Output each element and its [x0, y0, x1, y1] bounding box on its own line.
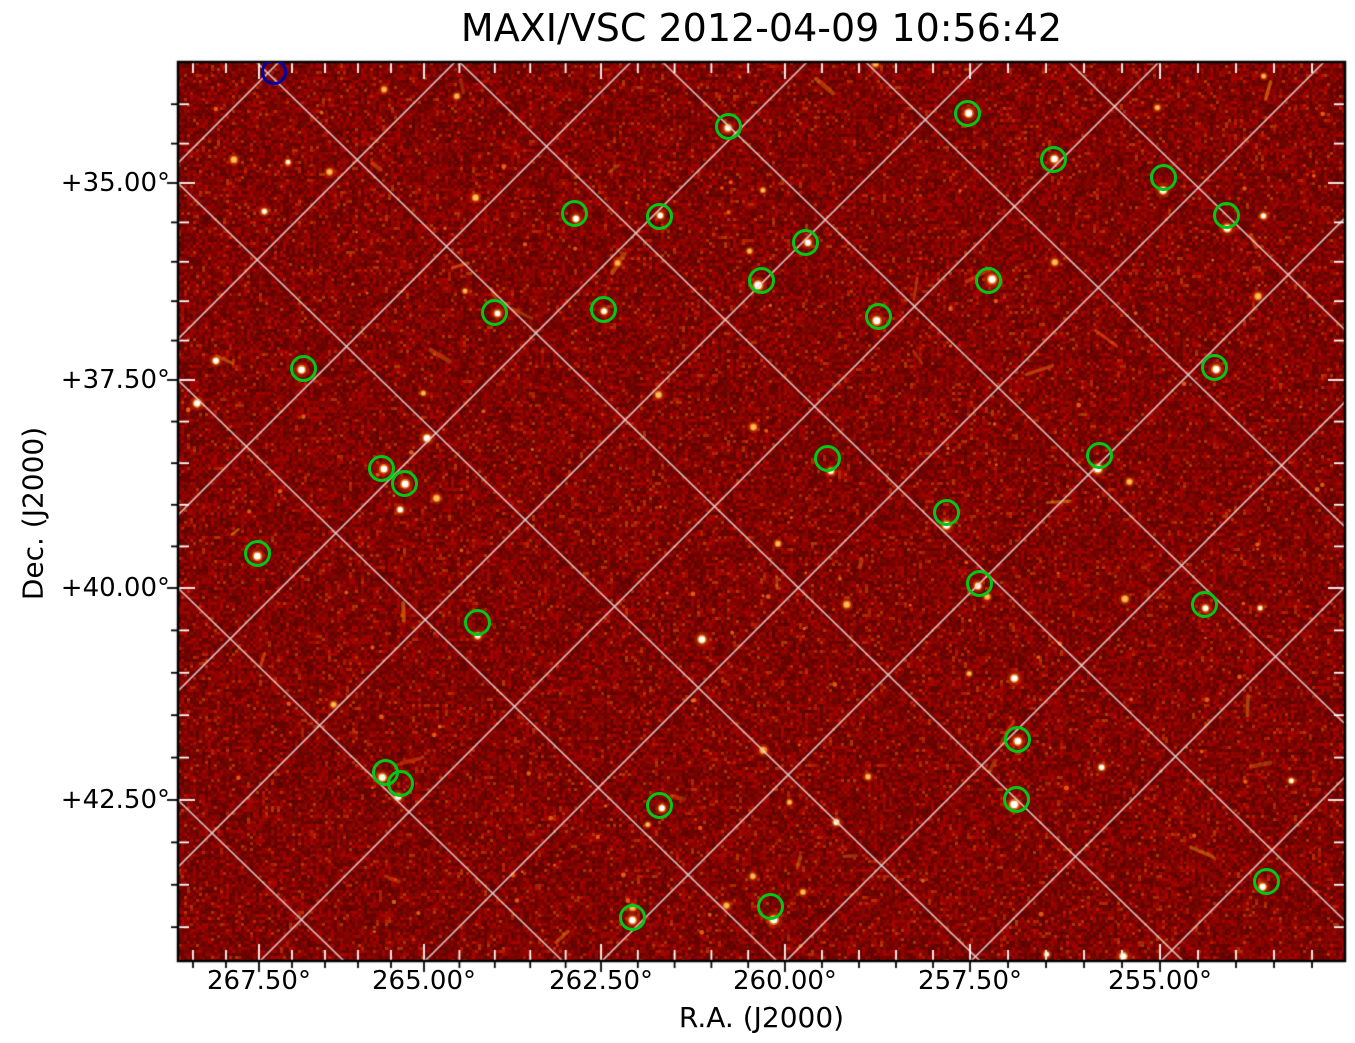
x-tick-label: 265.00°	[372, 966, 476, 996]
green-source-circle	[1190, 591, 1218, 619]
green-source-circle	[619, 904, 647, 932]
x-tick-label: 267.50°	[206, 966, 311, 996]
green-source-circle	[1252, 867, 1280, 895]
green-source-circle	[289, 354, 317, 382]
green-source-circle	[1149, 163, 1177, 191]
green-source-circle	[244, 540, 272, 568]
green-source-circle	[1212, 201, 1240, 229]
green-source-circle	[1002, 786, 1030, 814]
green-source-circle	[1040, 145, 1068, 173]
green-source-circle	[589, 296, 617, 324]
green-source-circle	[966, 569, 994, 597]
green-source-circle	[974, 267, 1002, 295]
green-source-circle	[645, 791, 673, 819]
plot-area	[178, 62, 1345, 961]
y-tick-label: +40.00°	[60, 573, 170, 603]
plot-title: MAXI/VSC 2012-04-09 10:56:42	[460, 6, 1063, 50]
x-axis-label: R.A. (J2000)	[678, 1001, 845, 1034]
green-source-circle	[386, 770, 414, 798]
x-tick-label: 257.50°	[918, 966, 1023, 996]
green-source-circle	[1086, 442, 1114, 470]
green-source-circle	[932, 498, 960, 526]
x-tick-label: 262.50°	[549, 966, 654, 996]
x-tick-label: 255.00°	[1108, 966, 1213, 996]
green-source-circle	[464, 609, 492, 637]
green-source-circle	[1003, 726, 1031, 754]
green-source-circle	[390, 470, 418, 498]
x-tick-label: 260.00°	[732, 966, 837, 996]
y-tick-label: +35.00°	[60, 168, 170, 198]
green-source-circle	[1201, 353, 1229, 381]
green-source-circle	[645, 203, 673, 231]
green-source-circle	[814, 444, 842, 472]
green-source-circle	[368, 454, 396, 482]
green-source-circle	[714, 112, 742, 140]
y-tick-label: +42.50°	[60, 784, 170, 815]
y-tick-label: +37.50°	[60, 364, 170, 395]
blue-reference-circle	[260, 62, 287, 85]
green-source-circle	[480, 298, 508, 326]
green-source-circle	[954, 100, 982, 128]
green-source-circle	[747, 267, 775, 295]
green-source-circle	[792, 228, 820, 256]
green-source-circle	[561, 200, 589, 228]
green-source-circle	[756, 893, 784, 921]
green-source-circle	[864, 302, 892, 330]
